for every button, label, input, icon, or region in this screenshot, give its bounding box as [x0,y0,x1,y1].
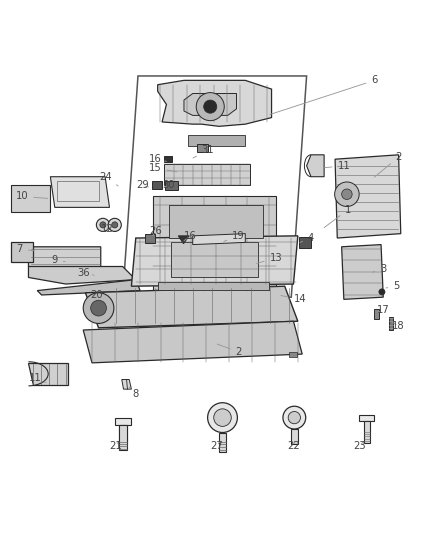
Polygon shape [131,236,298,286]
Text: 21: 21 [110,441,123,451]
Polygon shape [307,155,324,177]
Text: 13: 13 [257,253,282,263]
Text: 2: 2 [217,344,242,357]
Text: 11: 11 [28,373,46,383]
Bar [145,233,155,243]
Text: 8: 8 [129,387,139,399]
Text: 14: 14 [281,294,306,304]
Polygon shape [28,247,101,271]
Polygon shape [11,185,50,212]
Bar [364,421,370,443]
Circle shape [283,406,306,429]
Bar [169,205,263,238]
Text: 29: 29 [136,181,149,190]
Text: 17: 17 [377,305,390,316]
Polygon shape [37,280,140,295]
Polygon shape [28,363,68,385]
Circle shape [100,222,106,228]
Bar [115,418,131,425]
Polygon shape [85,286,298,328]
Text: 36: 36 [77,268,94,278]
Text: 23: 23 [353,441,365,451]
Polygon shape [335,155,401,238]
Text: 11: 11 [325,161,350,171]
Text: 16: 16 [149,154,166,164]
Bar [359,415,374,421]
Circle shape [335,182,359,206]
Polygon shape [153,197,276,290]
Polygon shape [193,233,245,245]
Polygon shape [50,177,110,207]
Bar [374,310,379,319]
Polygon shape [188,135,245,146]
Bar [291,429,298,445]
Text: 20: 20 [90,290,109,300]
Circle shape [112,222,118,228]
Circle shape [379,289,385,295]
Bar [165,181,178,190]
Text: 15: 15 [149,163,177,173]
Text: 5: 5 [386,281,399,291]
Text: 18: 18 [392,321,405,330]
Text: 2: 2 [374,152,402,177]
Text: 19: 19 [224,231,245,241]
Text: 1: 1 [324,205,351,228]
Polygon shape [122,379,131,389]
Text: 24: 24 [99,172,118,186]
Circle shape [204,100,217,113]
Text: 16: 16 [184,231,197,241]
Text: 27: 27 [210,441,223,451]
Polygon shape [83,321,302,363]
Polygon shape [342,245,383,300]
Text: 6: 6 [270,75,378,115]
Text: 7: 7 [17,244,35,254]
Text: 22: 22 [287,441,300,451]
Polygon shape [28,266,136,284]
Bar [119,425,127,449]
Text: 9: 9 [52,255,65,265]
Bar [57,181,99,201]
Bar [299,237,311,248]
Circle shape [288,411,300,424]
Circle shape [91,300,106,316]
Text: 12: 12 [101,224,114,235]
Bar [152,181,162,189]
Polygon shape [158,80,272,126]
Text: 4: 4 [300,233,314,243]
Circle shape [342,189,352,199]
Text: 3: 3 [373,264,386,273]
Circle shape [196,93,224,120]
Bar [219,432,226,452]
Text: 30: 30 [162,181,175,190]
Text: 31: 31 [193,146,214,158]
Bar [119,425,127,443]
Circle shape [83,293,114,324]
Bar [171,243,258,278]
Polygon shape [178,236,189,244]
Polygon shape [11,243,33,262]
Bar [197,144,208,152]
Polygon shape [184,93,237,115]
Bar [164,164,250,184]
Text: 26: 26 [149,227,162,237]
Bar [158,282,269,290]
Circle shape [96,219,110,231]
Bar [164,156,172,162]
Bar [289,352,297,357]
Text: 10: 10 [16,191,48,201]
Circle shape [108,219,121,231]
Bar [389,317,393,330]
Circle shape [214,409,231,426]
Circle shape [208,403,237,432]
